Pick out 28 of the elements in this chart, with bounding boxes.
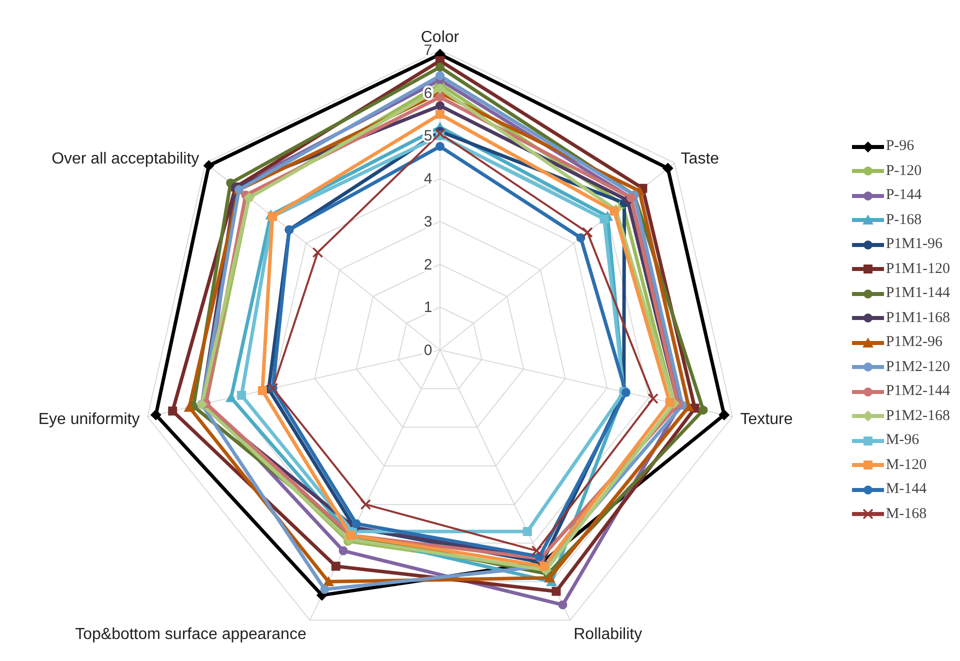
- legend-label: P1M1-120: [886, 260, 950, 278]
- legend-label: P1M2-96: [886, 334, 942, 352]
- y-tick-label: 3: [424, 213, 432, 230]
- legend-label: P-120: [886, 162, 922, 180]
- y-tick-label: 5: [424, 128, 432, 145]
- spoke-label: Rollability: [574, 626, 642, 643]
- legend-label: P1M1-168: [886, 310, 950, 327]
- spoke-label: Eye uniformity: [38, 411, 140, 428]
- spoke-label: Over all acceptability: [52, 150, 200, 168]
- legend-label: M-168: [886, 506, 927, 523]
- legend-label: P-168: [886, 212, 922, 229]
- spoke-label: Top&bottom surface appearance: [75, 626, 306, 643]
- legend-label: P1M2-168: [886, 408, 950, 425]
- legend-label: P1M1-96: [886, 236, 942, 254]
- legend-label: P-144: [886, 187, 922, 204]
- legend-label: P1M2-144: [886, 383, 950, 400]
- legend-label: P-96: [886, 138, 914, 156]
- y-tick-label: 0: [424, 342, 432, 359]
- legend-label: P1M1-144: [886, 285, 950, 302]
- spoke-label: Texture: [740, 411, 793, 428]
- y-tick-label: 4: [424, 170, 432, 188]
- legend-label: M-144: [886, 481, 927, 498]
- legend-label: M-120: [886, 456, 927, 474]
- legend-label: P1M2-120: [886, 358, 950, 376]
- spoke-label: Taste: [680, 150, 720, 168]
- legend-label: M-96: [886, 432, 920, 450]
- y-tick-label: 1: [424, 299, 432, 316]
- y-tick-label: 2: [424, 256, 432, 274]
